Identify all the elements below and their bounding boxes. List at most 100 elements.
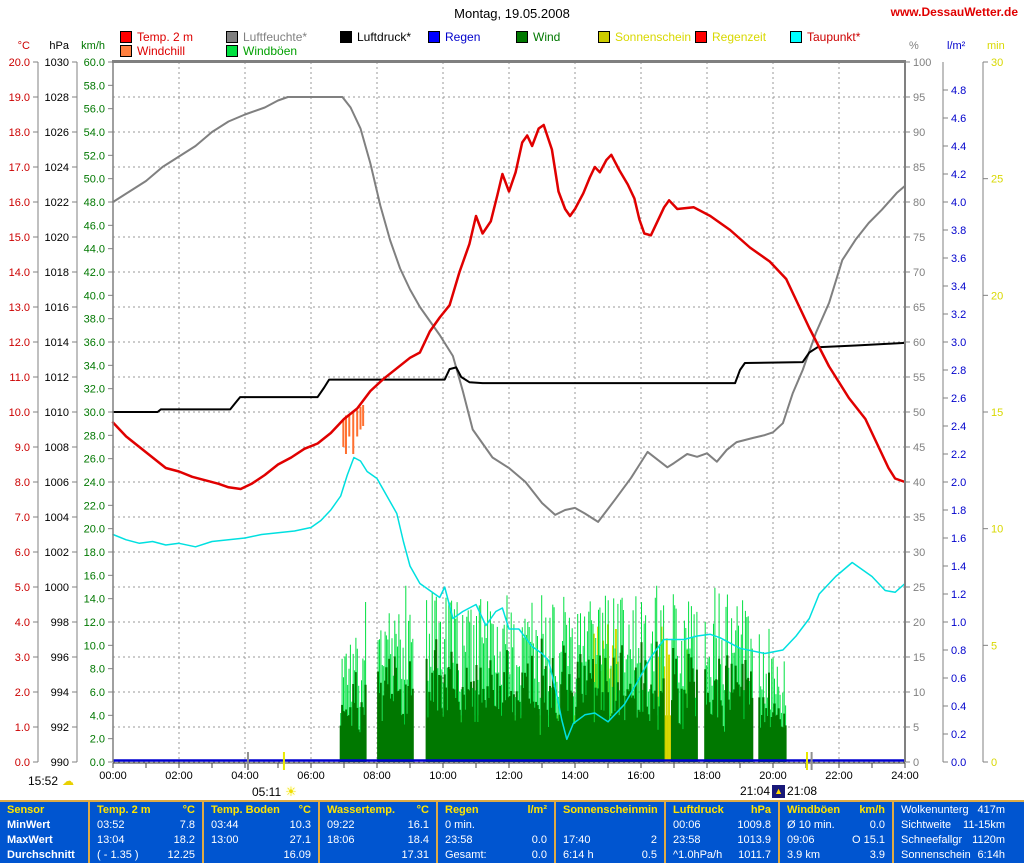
axis-: 0 5 10 15 20 25 30 35 40 45 50 55 60 65 70 75 80 85 90 95 10… xyxy=(904,40,931,769)
stat-cell: 0 min. xyxy=(438,817,554,832)
stat-cell: Ø 10 min. 0.0 xyxy=(780,817,892,832)
svg-text:42.0: 42.0 xyxy=(84,267,105,279)
svg-text:10.0: 10.0 xyxy=(84,640,105,652)
sunrise-label: 05:11 ☀ xyxy=(252,784,297,800)
stat-label: Gesamt: xyxy=(445,849,487,862)
svg-text:40.0: 40.0 xyxy=(84,290,105,302)
svg-text:1016: 1016 xyxy=(45,302,69,314)
svg-text:1014: 1014 xyxy=(45,337,69,349)
stat-label: 23:58 xyxy=(673,834,701,847)
series-luftdruck xyxy=(112,341,906,413)
stat-label: Schneefallgr xyxy=(901,834,963,847)
svg-text:2.8: 2.8 xyxy=(951,365,966,377)
stat-cell: 17.31 xyxy=(320,848,436,863)
legend-swatch-luftfeuchte xyxy=(226,30,238,43)
svg-text:3.0: 3.0 xyxy=(15,652,30,664)
svg-text:15: 15 xyxy=(913,652,925,664)
svg-text:22.0: 22.0 xyxy=(84,500,105,512)
stat-cell: 3.9 km 3.9 xyxy=(780,848,892,863)
svg-text:1012: 1012 xyxy=(45,372,69,384)
windchill-marks xyxy=(342,405,365,454)
x-tick-label: 10:00 xyxy=(429,770,457,782)
stat-label: 23:58 xyxy=(445,834,473,847)
stat-value: 7.8 xyxy=(179,818,195,831)
stat-label: 03:52 xyxy=(97,818,125,831)
legend-item-luftfeuchte: Luftfeuchte* xyxy=(226,30,307,44)
column-separator xyxy=(436,802,438,863)
stat-value: 0.0 xyxy=(531,849,547,862)
stat-cell: Windböen km/h xyxy=(780,802,892,817)
svg-text:1008: 1008 xyxy=(45,442,69,454)
legend-label: Wind xyxy=(533,29,561,44)
svg-text:45: 45 xyxy=(913,442,925,454)
legend-swatch-taupunkt xyxy=(790,30,802,43)
svg-text:0.2: 0.2 xyxy=(951,729,966,741)
svg-text:994: 994 xyxy=(51,687,69,699)
stat-label: ( - 1.35 ) xyxy=(97,849,139,862)
svg-text:4.0: 4.0 xyxy=(90,710,105,722)
stat-value: °C xyxy=(416,803,429,816)
sunset-start-time: 21:04 xyxy=(740,784,771,798)
legend-item-regen: Regen xyxy=(428,30,480,44)
website-link[interactable]: www.DessauWetter.de xyxy=(890,5,1018,19)
svg-text:990: 990 xyxy=(51,757,69,769)
svg-text:11.0: 11.0 xyxy=(9,372,30,384)
day-length-value: 15:52 xyxy=(28,774,59,788)
legend-item-regenzeit: Regenzeit xyxy=(695,30,766,44)
stat-value: 2 xyxy=(650,834,657,847)
column-separator xyxy=(554,802,556,863)
svg-text:998: 998 xyxy=(51,617,69,629)
legend-label: Taupunkt* xyxy=(807,29,861,44)
column-separator xyxy=(664,802,666,863)
svg-text:0: 0 xyxy=(913,757,919,769)
svg-text:1.2: 1.2 xyxy=(951,589,966,601)
stat-cell: MinWert xyxy=(0,817,88,832)
svg-text:%: % xyxy=(909,40,919,52)
svg-text:0.4: 0.4 xyxy=(951,701,966,713)
stat-value: l/m² xyxy=(527,803,547,816)
svg-text:5: 5 xyxy=(913,722,919,734)
stat-label: Luftdruck xyxy=(673,803,724,816)
svg-text:km/h: km/h xyxy=(81,40,105,52)
svg-text:40: 40 xyxy=(913,477,925,489)
svg-text:4.0: 4.0 xyxy=(15,617,30,629)
svg-text:35: 35 xyxy=(913,512,925,524)
svg-text:14.0: 14.0 xyxy=(84,594,105,606)
stat-value: O 15.1 xyxy=(851,834,885,847)
stat-value: 10.3 xyxy=(289,818,311,831)
stat-cell: Sonnenschein min xyxy=(556,802,664,817)
svg-text:3.4: 3.4 xyxy=(951,281,966,293)
svg-text:10.0: 10.0 xyxy=(9,407,30,419)
svg-text:100: 100 xyxy=(913,57,931,69)
svg-text:50: 50 xyxy=(913,407,925,419)
stat-cell: Wassertemp. °C xyxy=(320,802,436,817)
x-tick-label: 16:00 xyxy=(627,770,655,782)
svg-text:3.2: 3.2 xyxy=(951,309,966,321)
svg-text:10: 10 xyxy=(913,687,925,699)
series-luftfeuchte xyxy=(112,96,906,523)
stat-label: 0 min. xyxy=(445,818,475,831)
stats-column: Windböen km/h Ø 10 min. 0.0 09:06 O 15.1 3.9 k… xyxy=(780,802,892,863)
stat-value: 27.1 xyxy=(289,834,311,847)
axis-hpa: 990 992 994 996 998 1000 1002 1004 1006 1008 1010 1… xyxy=(45,40,78,769)
stat-cell: 18:06 18.4 xyxy=(320,833,436,848)
svg-text:54.0: 54.0 xyxy=(84,127,105,139)
column-separator xyxy=(88,802,90,863)
legend-swatch-windchill xyxy=(120,44,132,57)
sunrise-time: 05:11 xyxy=(252,785,282,799)
svg-text:5: 5 xyxy=(991,640,997,652)
stat-value: 417m xyxy=(977,803,1005,816)
stat-label: Windböen xyxy=(787,803,841,816)
x-tick-label: 24:00 xyxy=(891,770,919,782)
legend-item-taupunkt: Taupunkt* xyxy=(790,29,861,44)
stat-cell xyxy=(556,817,664,832)
stat-value: 0.5 xyxy=(641,849,657,862)
svg-text:44.0: 44.0 xyxy=(84,244,105,256)
legend-item-windb-en: Windböen xyxy=(226,44,297,58)
stats-column: Temp. Boden °C 03:44 10.3 13:00 27.1 16.09 xyxy=(204,802,318,863)
stat-label: 03:44 xyxy=(211,818,239,831)
stat-value: 18.4 xyxy=(407,834,429,847)
svg-text:50.0: 50.0 xyxy=(84,174,105,186)
stat-value: 1120m xyxy=(972,834,1005,847)
svg-text:2.4: 2.4 xyxy=(951,421,966,433)
